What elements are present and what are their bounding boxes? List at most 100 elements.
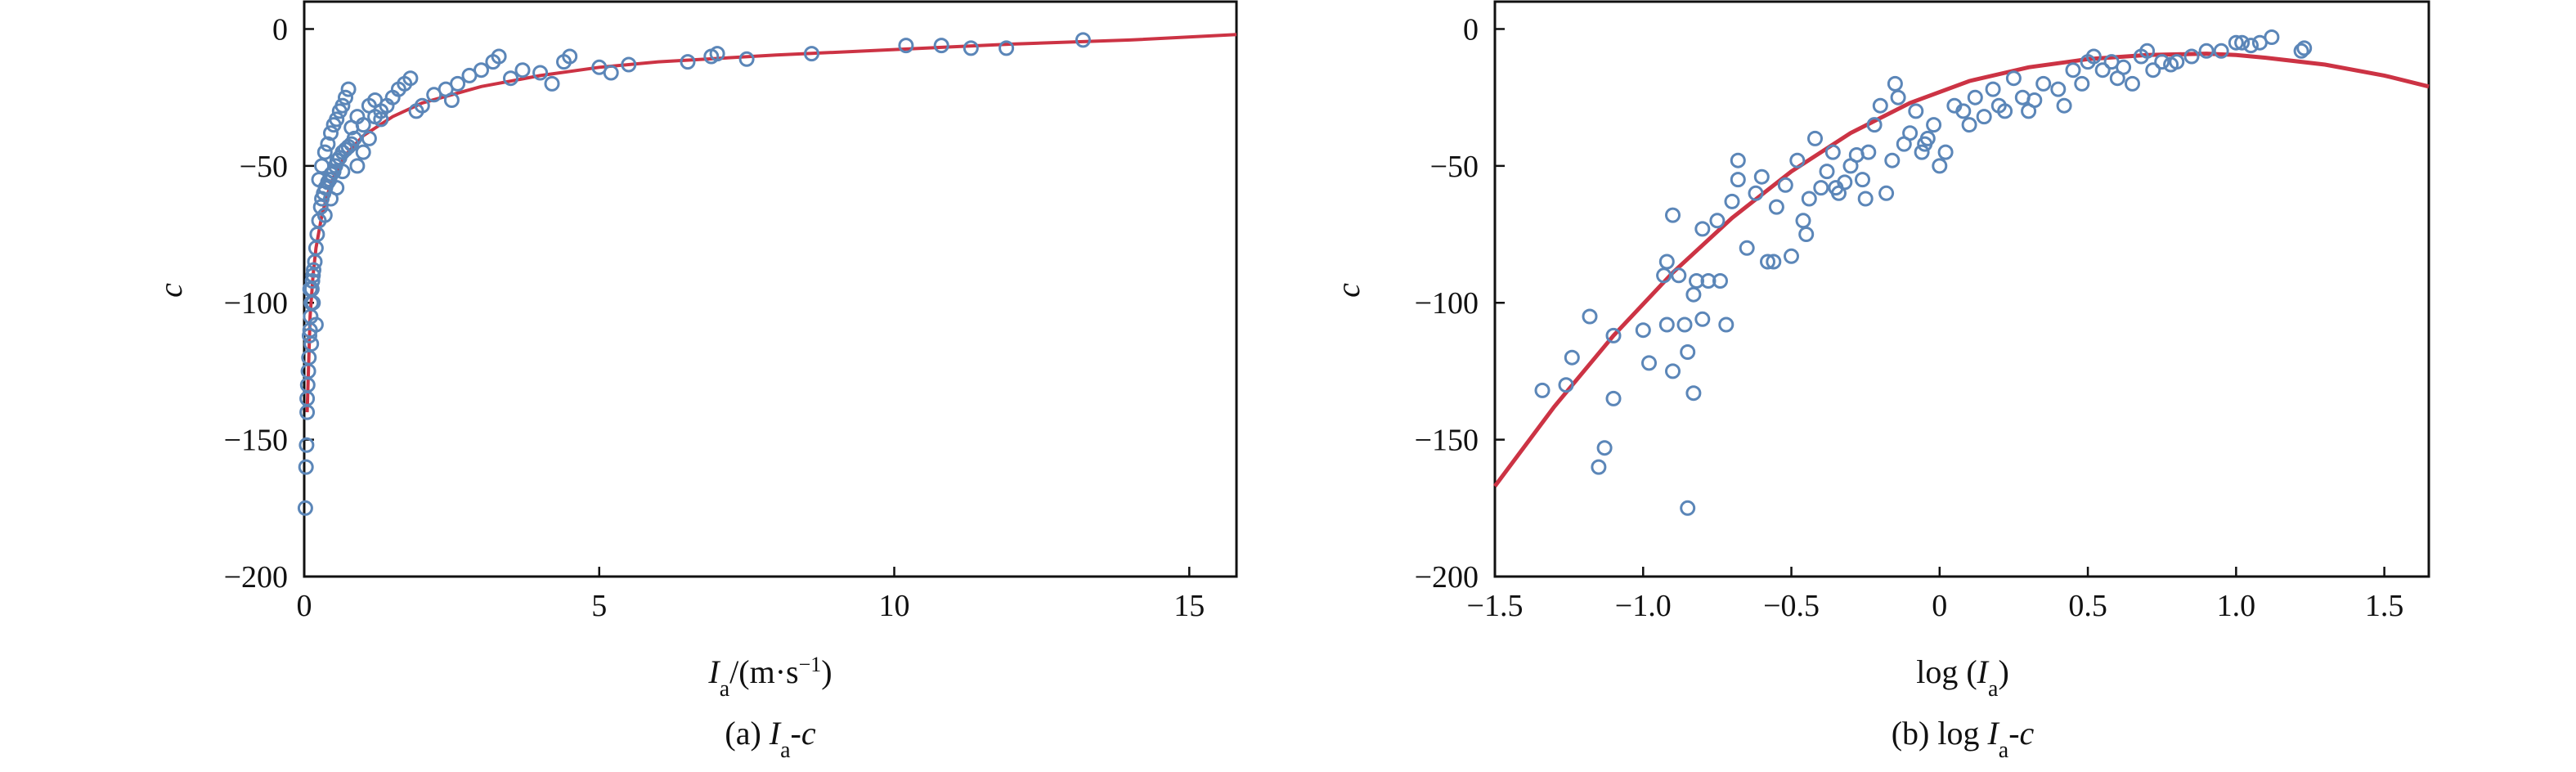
x-tick-label: −1.5: [1467, 589, 1524, 623]
data-point: [303, 336, 320, 352]
data-point: [1596, 440, 1613, 456]
data-point: [323, 125, 339, 141]
data-point: [1985, 81, 2001, 97]
data-point: [738, 51, 755, 67]
data-point: [1813, 180, 1829, 196]
data-point: [1671, 267, 1687, 284]
data-point: [1712, 273, 1728, 289]
data-point: [1902, 125, 1919, 141]
data-point: [307, 316, 324, 333]
panel-caption-b: (b) log Ia-c: [1892, 715, 2035, 763]
data-point: [367, 92, 384, 108]
data-point: [1976, 109, 1992, 125]
tick-group-a: 0 5 10 15 0 −50 −100 −150 −200: [224, 12, 1205, 623]
data-point: [1558, 377, 1574, 393]
data-point: [316, 207, 333, 223]
panel-caption-a: (a) Ia-c: [725, 715, 815, 763]
data-point: [1777, 177, 1793, 193]
data-point: [2139, 43, 2156, 59]
data-point: [1694, 221, 1711, 237]
data-point: [804, 46, 819, 62]
data-point: [316, 144, 333, 160]
data-point: [1824, 144, 1841, 160]
data-point: [1641, 355, 1657, 371]
x-tick-label: 0: [1932, 589, 1947, 623]
data-point: [1676, 316, 1693, 333]
data-point: [1866, 117, 1883, 133]
y-tick-label: −200: [1415, 560, 1479, 595]
data-point: [1955, 103, 1972, 119]
data-point: [1887, 75, 1903, 92]
x-axis-label-a: Ia/(m·s−1): [707, 653, 832, 702]
data-point: [2264, 29, 2280, 45]
data-point: [2234, 34, 2251, 51]
data-point: [2056, 97, 2072, 114]
data-point: [414, 97, 430, 114]
data-point: [338, 89, 353, 105]
data-point: [2026, 92, 2043, 108]
plot-frame-b: [1493, 0, 2430, 578]
data-point: [2293, 43, 2309, 59]
panel-b: −1.5 −1.0 −0.5 0 0.5 1.0 1.5 0 −50 −100 −150 −200 c…: [1330, 0, 2430, 763]
data-point: [1807, 130, 1823, 146]
data-points-a: [297, 32, 1091, 516]
data-point: [1997, 103, 2013, 119]
data-point: [2213, 43, 2229, 59]
data-point: [312, 199, 329, 215]
data-point: [680, 54, 696, 70]
y-tick-label: 0: [1463, 12, 1479, 47]
data-point: [346, 130, 362, 146]
data-point: [963, 40, 979, 56]
data-point: [473, 62, 489, 79]
x-tick-label: 0.5: [2068, 589, 2107, 623]
data-point: [2065, 62, 2081, 79]
y-tick-label: −100: [1415, 286, 1479, 321]
data-point: [2103, 54, 2120, 70]
data-point: [1665, 363, 1681, 379]
data-point: [2005, 70, 2022, 87]
data-point: [1680, 344, 1696, 360]
data-point: [999, 40, 1015, 56]
data-point: [1828, 180, 1844, 196]
data-point: [491, 48, 507, 65]
x-tick-label: −0.5: [1763, 589, 1820, 623]
data-point: [1685, 385, 1702, 402]
data-point: [1932, 158, 1948, 174]
data-point: [1766, 254, 1782, 270]
data-point: [2094, 62, 2111, 79]
data-point: [621, 56, 637, 73]
data-point: [450, 75, 466, 92]
data-point: [340, 81, 357, 97]
data-point: [1914, 144, 1930, 160]
data-point: [329, 111, 345, 128]
data-point: [304, 273, 321, 289]
data-point: [503, 70, 518, 87]
data-point: [298, 437, 315, 453]
data-point: [514, 62, 531, 79]
data-point: [1784, 248, 1799, 264]
data-point: [443, 92, 460, 108]
y-axis-label-a: c: [152, 283, 189, 298]
y-tick-label: −100: [224, 286, 288, 321]
data-point: [2154, 54, 2170, 70]
data-point: [1534, 382, 1551, 398]
x-tick-label: 1.5: [2365, 589, 2404, 623]
data-point: [334, 164, 351, 180]
data-point: [402, 70, 419, 87]
data-point: [2074, 75, 2090, 92]
x-tick-label: 10: [879, 589, 910, 623]
panel-a: 0 5 10 15 0 −50 −100 −150 −200 c Ia/(m·s−1) (a) …: [152, 0, 1238, 763]
data-point: [1656, 267, 1672, 284]
data-point: [1582, 308, 1598, 325]
y-tick-label: −50: [240, 150, 288, 184]
data-point: [302, 281, 318, 297]
x-tick-label: 15: [1174, 589, 1205, 623]
data-point: [1605, 390, 1622, 406]
data-point: [2296, 40, 2313, 56]
y-tick-label: 0: [272, 12, 288, 47]
data-point: [297, 500, 313, 516]
data-point: [603, 65, 619, 81]
data-point: [1739, 240, 1755, 256]
data-point: [314, 158, 330, 174]
